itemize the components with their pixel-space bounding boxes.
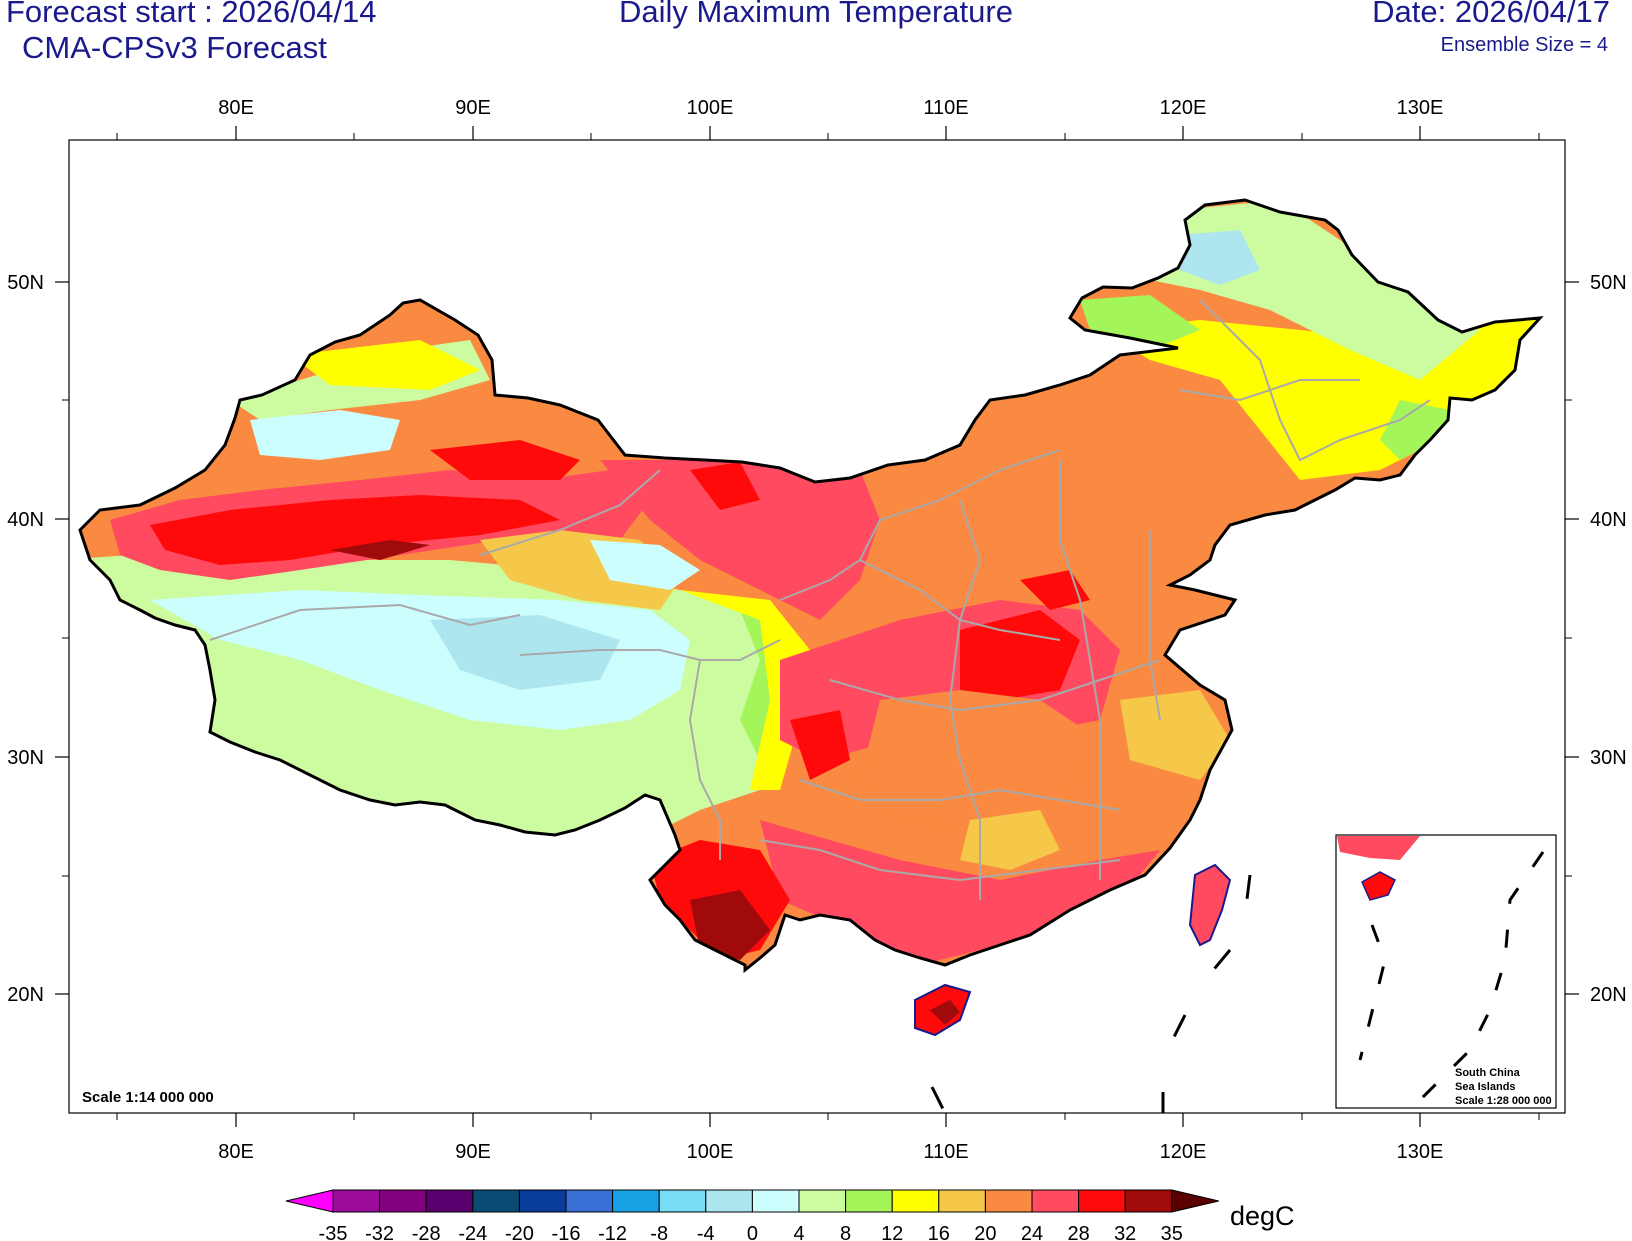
colorbar-low-triangle: [285, 1189, 334, 1213]
colorbar-swatch: [425, 1189, 474, 1213]
lon-label-bottom: 130E: [1397, 1141, 1444, 1163]
valid-date-label: Date: 2026/04/17: [1372, 0, 1610, 29]
colorbar-tick-label: 32: [1114, 1223, 1136, 1241]
colorbar-tick-label: -16: [552, 1223, 581, 1241]
colorbar-swatch: [565, 1189, 614, 1213]
lat-label-right: 40N: [1590, 509, 1627, 531]
colorbar-swatch: [984, 1189, 1033, 1213]
colorbar-tick-label: -20: [505, 1223, 534, 1241]
lon-label-top: 80E: [218, 97, 254, 119]
country-border: [78, 198, 1544, 974]
lon-label-bottom: 120E: [1160, 1141, 1207, 1163]
ensemble-size-label: Ensemble Size = 4: [1440, 34, 1608, 56]
lat-label-right: 50N: [1590, 272, 1627, 294]
colorbar-tick-label: -24: [458, 1223, 487, 1241]
lon-label-top: 100E: [687, 97, 734, 119]
colorbar-high-triangle: [1171, 1189, 1219, 1213]
inset-scale-label: Scale 1:28 000 000: [1455, 1095, 1552, 1107]
lat-label-left: 20N: [7, 984, 44, 1006]
colorbar-tick-label: 16: [928, 1223, 950, 1241]
colorbar-swatch: [751, 1189, 800, 1213]
colorbar-tick-label: 12: [881, 1223, 903, 1241]
colorbar-tick-label: -35: [319, 1223, 348, 1241]
colorbar-swatch: [658, 1189, 707, 1213]
colorbar-tick-label: 8: [840, 1223, 851, 1241]
colorbar-swatch: [845, 1189, 893, 1213]
forecast-start-label: Forecast start : 2026/04/14: [6, 0, 377, 29]
lat-label-left: 50N: [7, 272, 44, 294]
colorbar-unit-label: degC: [1230, 1201, 1295, 1231]
inset-label-2: Sea Islands: [1455, 1081, 1516, 1093]
colorbar-swatch: [518, 1189, 567, 1213]
colorbar-tick-label: -12: [598, 1223, 627, 1241]
colorbar-tick-label: 28: [1067, 1223, 1089, 1241]
lon-label-top: 110E: [923, 97, 968, 119]
colorbar-tick-label: 35: [1161, 1223, 1183, 1241]
lat-label-left: 40N: [7, 509, 44, 531]
colorbar-tick-label: 4: [793, 1223, 804, 1241]
colorbar: -35 -32 -28 -24 -20 -16 -12 -8 -4 0 4 8 12 16 20 24 28 32…: [285, 1189, 1219, 1241]
colorbar-swatch: [798, 1189, 847, 1213]
lat-label-right: 20N: [1590, 984, 1627, 1006]
lat-label-left: 30N: [7, 747, 44, 769]
colorbar-tick-label: 0: [747, 1223, 758, 1241]
lon-label-top: 120E: [1160, 97, 1207, 119]
inset-map: South China Sea Islands Scale 1:28 000 0…: [1335, 834, 1557, 1109]
colorbar-swatch: [705, 1189, 753, 1213]
colorbar-tick-label: 20: [974, 1223, 996, 1241]
colorbar-swatch: [1078, 1189, 1126, 1213]
colorbar-swatch: [1124, 1189, 1173, 1213]
colorbar-swatch: [1031, 1189, 1080, 1213]
colorbar-swatch: [938, 1189, 986, 1213]
lon-label-top: 130E: [1397, 97, 1444, 119]
colorbar-swatch: [612, 1189, 660, 1213]
colorbar-tick-label: -4: [697, 1223, 715, 1241]
lon-label-bottom: 100E: [687, 1141, 734, 1163]
south-china-sea-islands: [914, 863, 1252, 1114]
main-scale-label: Scale 1:14 000 000: [82, 1089, 214, 1106]
lat-label-right: 30N: [1590, 747, 1627, 769]
lon-label-top: 90E: [455, 97, 491, 119]
lon-label-bottom: 90E: [455, 1141, 491, 1163]
colorbar-tick-label: -32: [365, 1223, 394, 1241]
colorbar-tick-label: -28: [412, 1223, 441, 1241]
model-label: CMA-CPSv3 Forecast: [22, 30, 327, 65]
province-boundaries: [209, 299, 1431, 900]
lon-label-bottom: 110E: [923, 1141, 968, 1163]
colorbar-swatch: [379, 1189, 427, 1213]
colorbar-tick-label: -8: [650, 1223, 668, 1241]
colorbar-swatch: [472, 1189, 520, 1213]
colorbar-swatch: [891, 1189, 940, 1213]
colorbar-tick-label: 24: [1021, 1223, 1043, 1241]
map-title: Daily Maximum Temperature: [619, 0, 1013, 29]
lon-label-bottom: 80E: [218, 1141, 254, 1163]
colorbar-swatch: [332, 1189, 381, 1213]
inset-label-1: South China: [1455, 1067, 1521, 1079]
